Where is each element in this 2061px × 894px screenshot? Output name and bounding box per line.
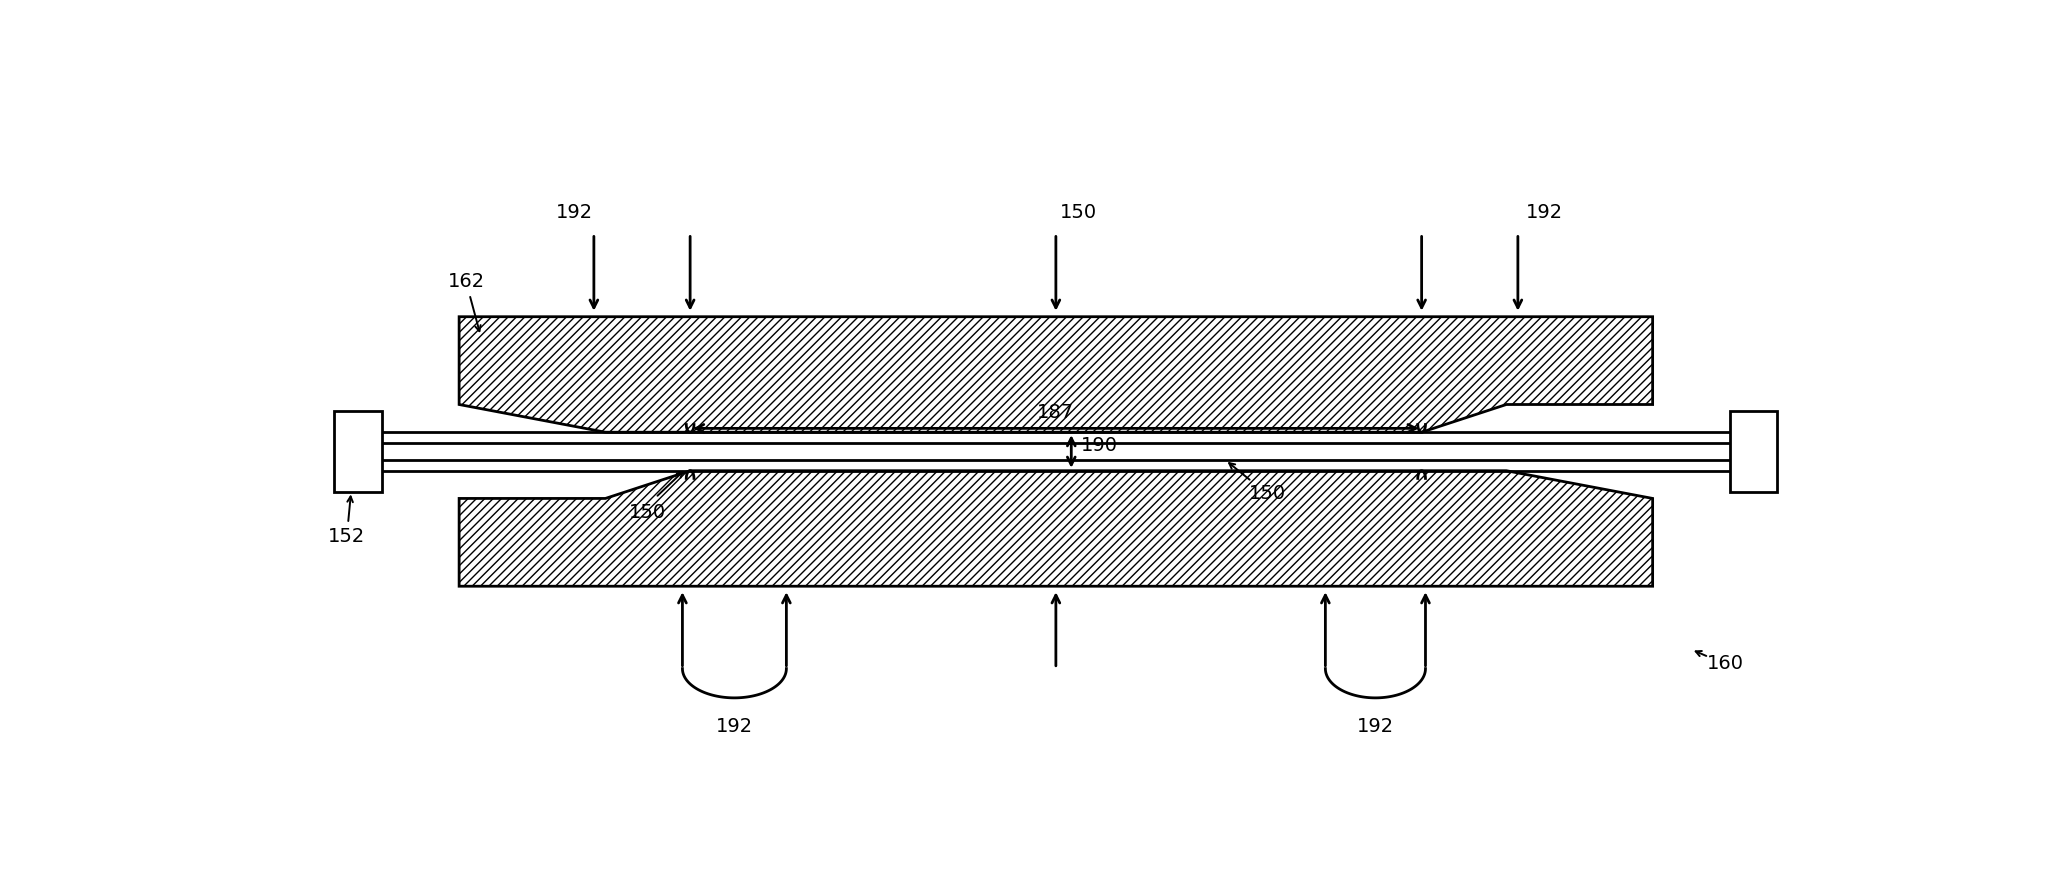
Text: 162: 162 — [447, 273, 484, 331]
Polygon shape — [460, 316, 1653, 432]
Text: 192: 192 — [1356, 717, 1393, 736]
Text: 152: 152 — [328, 496, 365, 545]
Text: 150: 150 — [1228, 463, 1286, 503]
Text: 192: 192 — [556, 203, 594, 222]
Text: 192: 192 — [1527, 203, 1564, 222]
Text: 190: 190 — [1080, 435, 1117, 455]
Bar — [1729, 411, 1777, 492]
Bar — [334, 411, 381, 492]
Text: 150: 150 — [1059, 203, 1096, 222]
Text: 192: 192 — [715, 717, 752, 736]
Text: 160: 160 — [1707, 654, 1744, 672]
Text: 150: 150 — [629, 503, 666, 522]
Text: 187: 187 — [1037, 403, 1074, 422]
Polygon shape — [460, 471, 1653, 586]
